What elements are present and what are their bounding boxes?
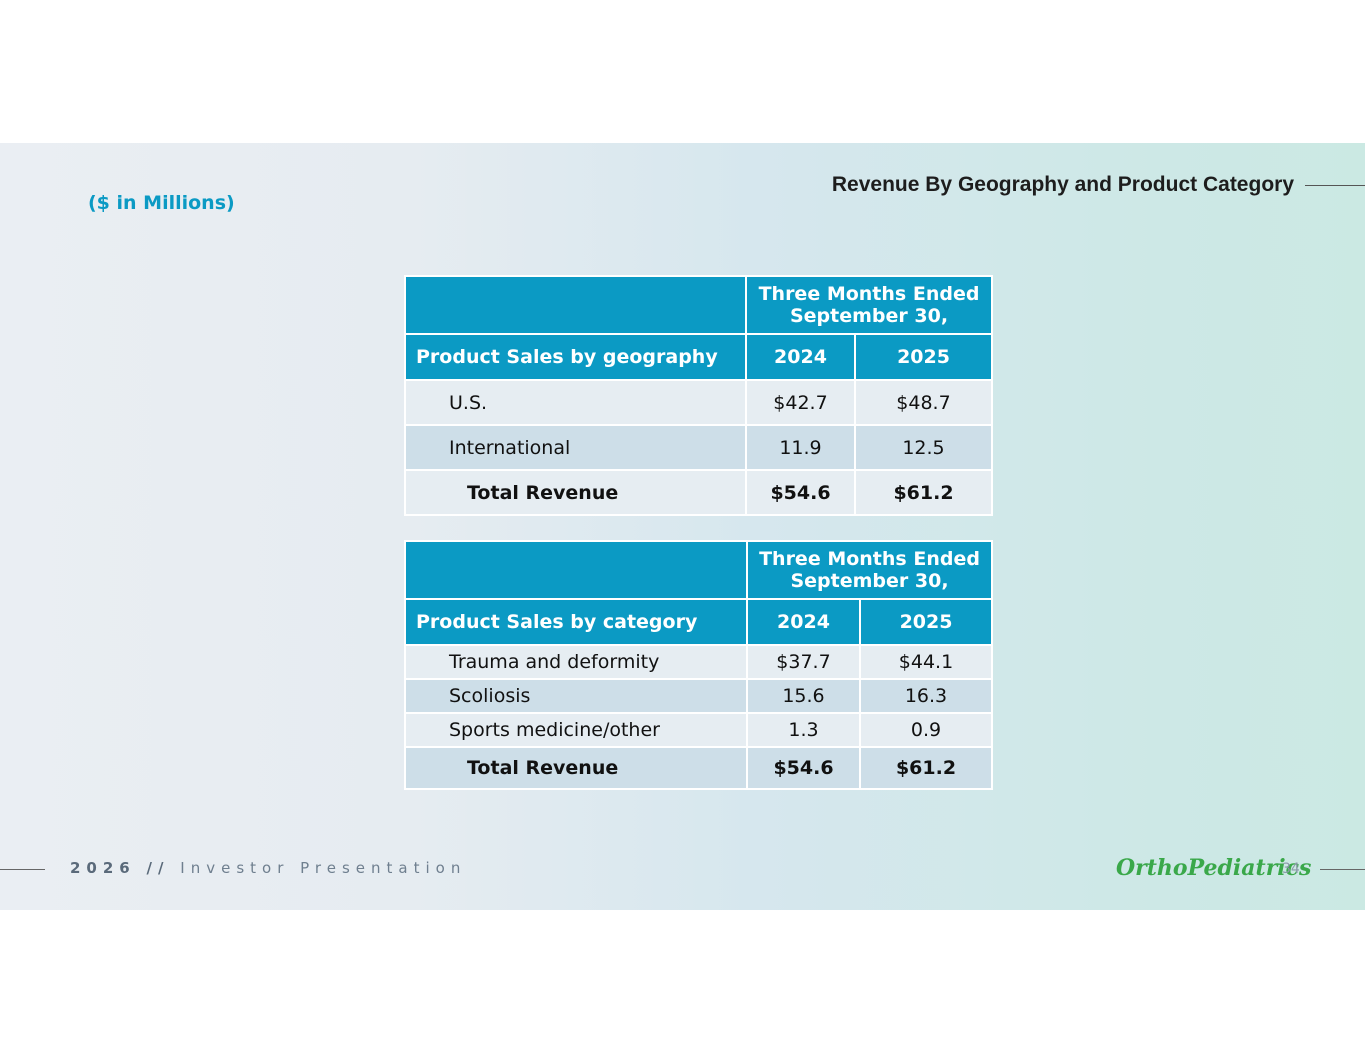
column-header-row: Product Sales by category 2024 2025 [404,598,994,646]
total-value: $61.2 [858,746,994,790]
logo: OrthoPediatrics [1116,855,1312,881]
column-header: Product Sales by category [404,598,748,646]
period-header-row: Three Months Ended September 30, [404,275,994,335]
total-row: Total Revenue $54.6 $61.2 [404,746,994,790]
row-label: International [404,424,747,471]
row-label: Sports medicine/other [404,712,748,748]
period-header: Three Months Ended September 30, [744,275,994,335]
total-value: $61.2 [853,469,994,516]
footer-separator: // [146,859,170,877]
footer-rule [1320,869,1365,870]
column-header: 2025 [853,333,994,381]
cell-value: $37.7 [746,644,861,680]
data-table: Three Months Ended September 30, Product … [404,275,994,516]
cell-value: 15.6 [746,678,861,714]
slide-title: Revenue By Geography and Product Categor… [831,173,1294,196]
footer-year: 2026 [70,859,136,877]
cell-value: 12.5 [853,424,994,471]
cell-value: 1.3 [746,712,861,748]
data-row: Trauma and deformity $37.7 $44.1 [404,644,994,680]
data-row: U.S. $42.7 $48.7 [404,379,994,426]
total-label: Total Revenue [404,746,748,790]
column-header: 2024 [746,598,861,646]
column-header: Product Sales by geography [404,333,747,381]
cell-value: 16.3 [858,678,994,714]
column-header: 2025 [858,598,994,646]
total-value: $54.6 [745,469,856,516]
column-header-row: Product Sales by geography 2024 2025 [404,333,994,381]
total-value: $54.6 [746,746,861,790]
period-header-row: Three Months Ended September 30, [404,540,994,600]
footer-rule [0,869,45,870]
header-cell [404,275,747,335]
row-label: U.S. [404,379,747,426]
slide: Revenue By Geography and Product Categor… [0,143,1365,910]
data-row: Sports medicine/other 1.3 0.9 [404,712,994,748]
total-row: Total Revenue $54.6 $61.2 [404,469,994,516]
data-row: Scoliosis 15.6 16.3 [404,678,994,714]
period-header: Three Months Ended September 30, [745,540,994,600]
page-number: 34 [1282,861,1300,877]
data-row: International 11.9 12.5 [404,424,994,471]
footer-label: Investor Presentation [180,859,467,877]
column-header: 2024 [745,333,856,381]
header-cell [404,540,748,600]
units-note: ($ in Millions) [88,192,235,214]
footer-text: 2026 // Investor Presentation [70,859,466,877]
cell-value: 11.9 [745,424,856,471]
cell-value: $42.7 [745,379,856,426]
row-label: Scoliosis [404,678,748,714]
cell-value: 0.9 [858,712,994,748]
total-label: Total Revenue [404,469,747,516]
row-label: Trauma and deformity [404,644,748,680]
cell-value: $48.7 [853,379,994,426]
title-rule [1305,185,1365,186]
cell-value: $44.1 [858,644,994,680]
data-table: Three Months Ended September 30, Product … [404,540,994,790]
